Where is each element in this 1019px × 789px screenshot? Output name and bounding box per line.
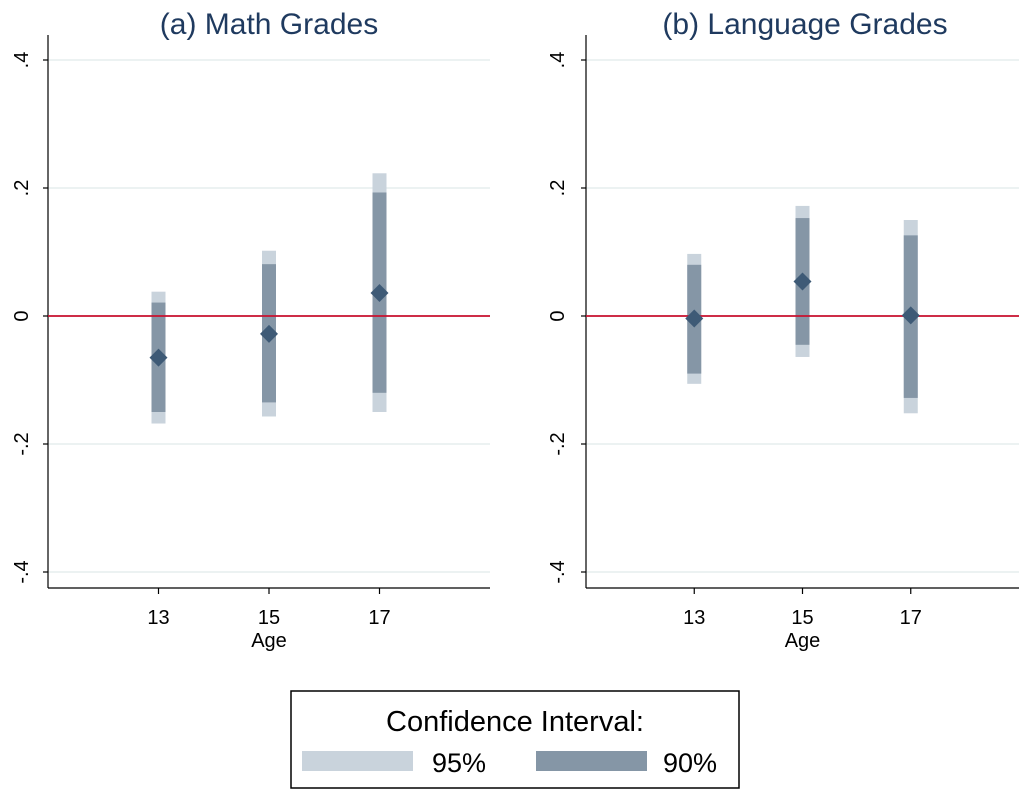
estimate-marker [260, 324, 278, 343]
y-tick-label: 0 [11, 310, 33, 321]
panel-language: (b) Language Grades -.4 -.2 0 .2 .4 13 15 17 Age [547, 8, 1019, 652]
legend-swatch-95 [302, 751, 413, 771]
y-tick-label: .4 [11, 52, 33, 69]
legend-box [290, 690, 740, 789]
legend-swatch-90 [536, 751, 647, 771]
estimate-marker [370, 283, 389, 302]
panel-math: (a) Math Grades -.4 -.2 0 .2 .4 13 15 17 Age [11, 8, 490, 652]
y-tick-label: -.4 [11, 560, 33, 583]
x-tick-label: 15 [258, 607, 280, 629]
y-tick-label: -.4 [547, 560, 569, 583]
legend: Confidence Interval: 95% 90% [290, 690, 740, 789]
estimate-marker [901, 306, 920, 325]
legend-label: 95% [432, 748, 486, 778]
estimate-marker [793, 272, 812, 291]
legend-title: Confidence Interval: [386, 706, 644, 738]
y-tick-label: -.2 [547, 432, 569, 455]
y-tick-label: .4 [547, 52, 569, 69]
x-tick-label: 13 [683, 607, 705, 629]
y-tick-label: -.2 [11, 432, 33, 455]
x-tick-label: 17 [900, 607, 922, 629]
y-tick-label: .2 [11, 180, 33, 197]
estimate-marker [685, 309, 704, 328]
panel-title: (b) Language Grades [662, 8, 947, 41]
estimate-marker [149, 348, 168, 367]
x-axis-label: Age [785, 630, 821, 652]
panel-title: (a) Math Grades [160, 8, 378, 41]
x-tick-label: 13 [147, 607, 169, 629]
x-axis-label: Age [251, 630, 287, 652]
y-tick-label: 0 [547, 310, 569, 321]
x-tick-label: 15 [791, 607, 813, 629]
x-tick-label: 17 [368, 607, 390, 629]
legend-label: 90% [663, 748, 717, 778]
y-tick-label: .2 [547, 180, 569, 197]
